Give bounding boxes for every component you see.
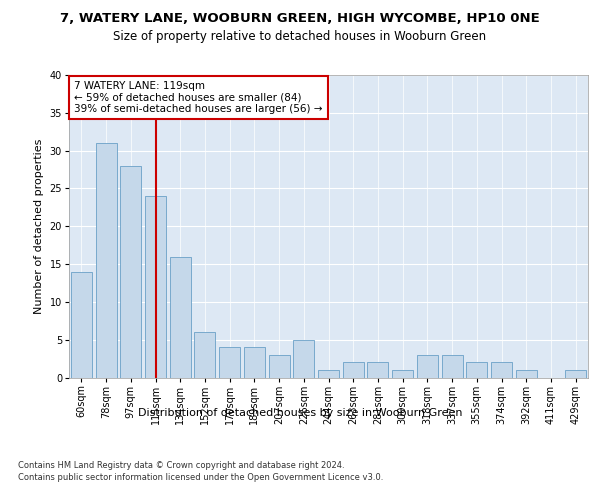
Text: 7 WATERY LANE: 119sqm
← 59% of detached houses are smaller (84)
39% of semi-deta: 7 WATERY LANE: 119sqm ← 59% of detached … [74, 81, 323, 114]
Bar [269, 355, 290, 378]
Bar [466, 362, 487, 378]
Bar [244, 347, 265, 378]
Bar [71, 272, 92, 378]
Bar [194, 332, 215, 378]
Bar [516, 370, 537, 378]
Bar [565, 370, 586, 378]
Bar [343, 362, 364, 378]
Text: Distribution of detached houses by size in Wooburn Green: Distribution of detached houses by size … [138, 408, 462, 418]
Bar [417, 355, 438, 378]
Bar [170, 256, 191, 378]
Bar [318, 370, 339, 378]
Bar [442, 355, 463, 378]
Bar [95, 143, 116, 378]
Bar [392, 370, 413, 378]
Text: Contains public sector information licensed under the Open Government Licence v3: Contains public sector information licen… [18, 473, 383, 482]
Text: 7, WATERY LANE, WOOBURN GREEN, HIGH WYCOMBE, HP10 0NE: 7, WATERY LANE, WOOBURN GREEN, HIGH WYCO… [60, 12, 540, 26]
Bar [145, 196, 166, 378]
Text: Contains HM Land Registry data © Crown copyright and database right 2024.: Contains HM Land Registry data © Crown c… [18, 460, 344, 469]
Bar [293, 340, 314, 378]
Bar [120, 166, 141, 378]
Bar [219, 347, 240, 378]
Text: Size of property relative to detached houses in Wooburn Green: Size of property relative to detached ho… [113, 30, 487, 43]
Y-axis label: Number of detached properties: Number of detached properties [34, 138, 44, 314]
Bar [367, 362, 388, 378]
Bar [491, 362, 512, 378]
